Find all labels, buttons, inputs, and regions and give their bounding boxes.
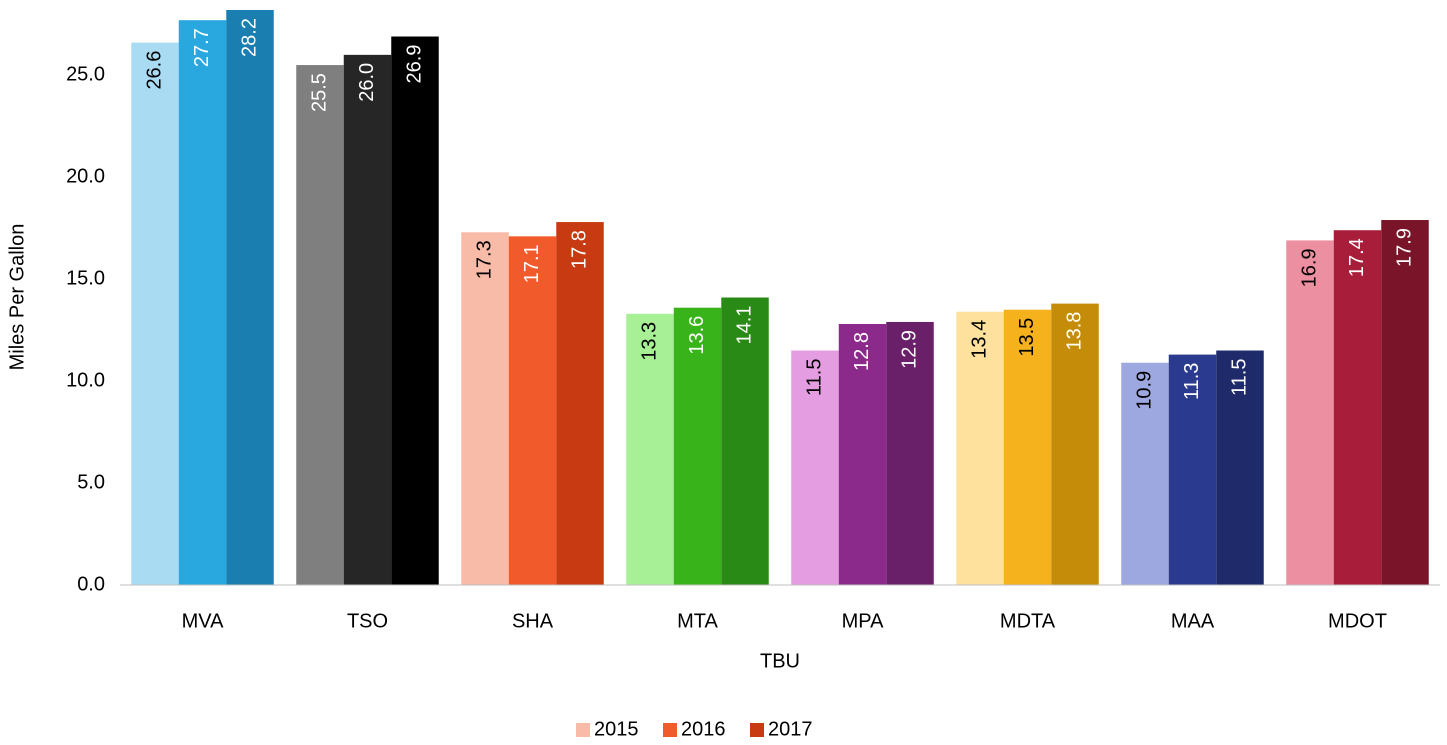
legend-swatch: [750, 723, 764, 737]
data-label: 17.9: [1393, 228, 1415, 267]
data-label: 17.3: [473, 240, 495, 279]
bar: [131, 42, 179, 585]
y-tick-label: 15.0: [66, 267, 105, 289]
data-label: 26.9: [403, 45, 425, 84]
data-label: 13.3: [638, 322, 660, 361]
x-tick-label: MVA: [182, 610, 225, 632]
y-tick-label: 0.0: [77, 573, 105, 595]
bar: [626, 313, 674, 585]
bar: [508, 236, 557, 586]
x-tick-label: TSO: [347, 610, 388, 632]
bar: [178, 20, 227, 586]
bar: [1121, 362, 1169, 585]
data-label: 25.5: [308, 73, 330, 112]
legend-label: 2015: [594, 718, 639, 740]
data-label: 11.5: [803, 359, 825, 396]
x-axis-title: TBU: [760, 650, 800, 672]
bar: [838, 324, 887, 585]
data-label: 17.1: [521, 244, 543, 283]
bar: [956, 311, 1004, 585]
data-label: 10.9: [1133, 371, 1155, 410]
bar: [226, 10, 274, 585]
data-label: 26.0: [356, 63, 378, 102]
data-label: 14.1: [733, 306, 755, 345]
x-tick-label: MDTA: [1000, 610, 1056, 632]
data-label: 13.4: [968, 320, 990, 359]
data-label: 11.3: [1181, 363, 1203, 400]
y-tick-label: 25.0: [66, 64, 105, 86]
x-tick-label: MAA: [1171, 610, 1215, 632]
data-label: 16.9: [1298, 248, 1320, 287]
x-tick-label: MDOT: [1328, 610, 1387, 632]
bar: [1051, 303, 1099, 585]
data-label: 28.2: [238, 18, 260, 57]
data-label: 27.7: [191, 28, 213, 67]
data-label: 13.5: [1016, 318, 1038, 357]
data-label: 26.6: [143, 51, 165, 90]
bar: [1286, 240, 1334, 585]
data-label: 12.8: [851, 332, 873, 371]
bar: [343, 54, 392, 585]
data-label: 17.8: [568, 230, 590, 269]
bar: [391, 36, 439, 586]
bar: [556, 222, 604, 585]
bar: [1216, 350, 1264, 585]
y-axis-title: Miles Per Gallon: [6, 224, 28, 371]
bar: [296, 65, 344, 585]
y-tick-label: 5.0: [77, 471, 105, 493]
legend-swatch: [663, 723, 677, 737]
bar: [721, 297, 769, 585]
bar: [673, 307, 722, 585]
data-label: 13.8: [1063, 312, 1085, 351]
legend-label: 2017: [768, 718, 813, 740]
y-tick-label: 20.0: [66, 165, 105, 187]
x-tick-label: MPA: [842, 610, 885, 632]
bar: [791, 350, 839, 585]
data-label: 11.5: [1228, 359, 1250, 396]
data-label: 12.9: [898, 330, 920, 369]
bar: [1381, 220, 1429, 585]
x-tick-label: MTA: [677, 610, 718, 632]
bar: [886, 321, 934, 585]
bar: [1333, 230, 1382, 585]
data-label: 13.6: [686, 316, 708, 355]
legend-label: 2016: [681, 718, 726, 740]
legend-swatch: [576, 723, 590, 737]
y-tick-label: 10.0: [66, 369, 105, 391]
data-label: 17.4: [1346, 238, 1368, 277]
bar: [1168, 354, 1217, 585]
bar: [1003, 309, 1052, 585]
x-tick-label: SHA: [512, 610, 554, 632]
bar: [461, 232, 509, 585]
